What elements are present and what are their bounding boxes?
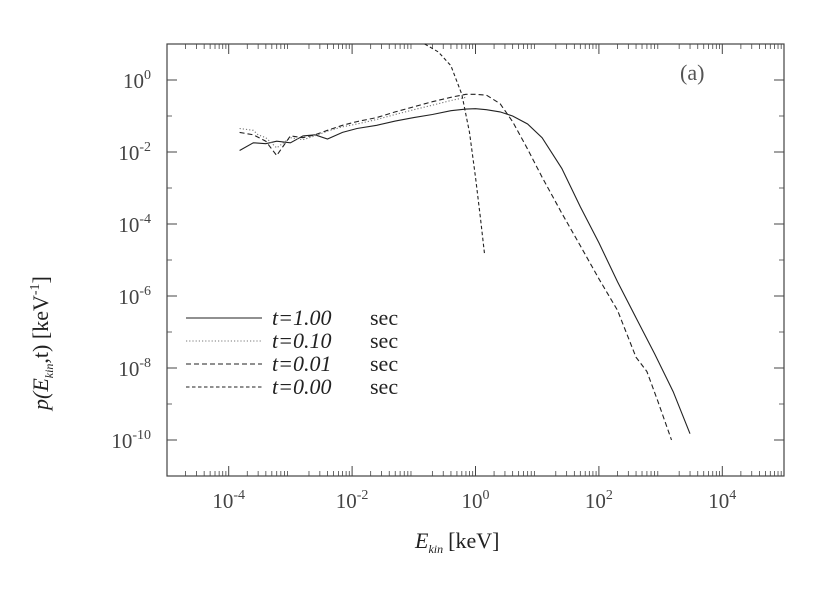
- legend-entry: t=0.10: [272, 328, 331, 353]
- y-tick-base: 10: [123, 69, 144, 93]
- legend-unit: sec: [370, 305, 398, 330]
- x-tick-label: 10-4: [212, 488, 245, 513]
- series-line: [424, 43, 486, 254]
- x-tick-exp: -4: [233, 488, 245, 503]
- legend-entry: t=1.00: [272, 305, 331, 330]
- y-tick-base: 10: [111, 429, 132, 453]
- y-axis-label-end: ]: [28, 276, 53, 283]
- x-tick-label: 104: [708, 488, 736, 513]
- x-tick-label: 10-2: [336, 488, 369, 513]
- x-tick-base: 10: [336, 489, 357, 513]
- legend-entry: t=0.01: [272, 351, 331, 376]
- y-tick-label: 10-10: [111, 428, 151, 453]
- y-axis-label-rest: ,t) [keV: [28, 295, 53, 364]
- x-tick-exp: 4: [729, 488, 736, 503]
- y-tick-exp: -10: [132, 428, 151, 443]
- x-tick-exp: 2: [606, 488, 613, 503]
- y-tick-exp: -2: [139, 140, 151, 155]
- x-tick-base: 10: [708, 489, 729, 513]
- y-axis-label-sub: kin: [42, 364, 56, 379]
- y-tick-label: 10-4: [118, 212, 151, 237]
- legend-unit: sec: [370, 374, 398, 399]
- x-tick-label: 100: [462, 488, 490, 513]
- y-tick-base: 10: [118, 357, 139, 381]
- y-axis-label-sup: -1: [28, 283, 43, 295]
- y-tick-label: 100: [123, 68, 151, 93]
- y-tick-exp: -8: [139, 356, 151, 371]
- y-tick-label: 10-6: [118, 284, 151, 309]
- y-tick-exp: 0: [144, 68, 151, 83]
- legend: t=1.00 sec t=0.10 sec t=0.01 sec t=0.00 sec: [186, 305, 398, 399]
- legend-unit: sec: [370, 328, 398, 353]
- x-tick-base: 10: [462, 489, 483, 513]
- panel-label: (a): [680, 60, 704, 85]
- y-tick-exp: -6: [139, 284, 151, 299]
- x-axis-label-unit: [keV]: [448, 528, 499, 553]
- x-tick-base: 10: [585, 489, 606, 513]
- y-tick-exp: -4: [139, 212, 151, 227]
- y-tick-base: 10: [118, 141, 139, 165]
- series-layer: [239, 43, 691, 441]
- y-tick-label: 10-8: [118, 356, 151, 381]
- x-tick-base: 10: [212, 489, 233, 513]
- ticks: 10-4 10-2 100 102 10410010-210-410-610-810-1…: [111, 44, 784, 513]
- y-axis-label: p(Ekin,t) [keV-1]: [28, 276, 56, 412]
- series-line: [239, 93, 673, 441]
- legend-entry: t=0.00: [272, 374, 331, 399]
- y-tick-label: 10-2: [118, 140, 151, 165]
- x-axis-label: Ekin [keV]: [414, 528, 499, 556]
- x-axis-label-sub: kin: [428, 542, 443, 556]
- x-axis-label-main: E: [414, 528, 429, 553]
- x-tick-exp: -2: [357, 488, 369, 503]
- x-tick-label: 102: [585, 488, 613, 513]
- y-tick-base: 10: [118, 285, 139, 309]
- x-tick-exp: 0: [483, 488, 490, 503]
- legend-unit: sec: [370, 351, 398, 376]
- y-tick-base: 10: [118, 213, 139, 237]
- y-axis-label-main: p(E: [28, 378, 53, 412]
- series-line: [239, 96, 467, 149]
